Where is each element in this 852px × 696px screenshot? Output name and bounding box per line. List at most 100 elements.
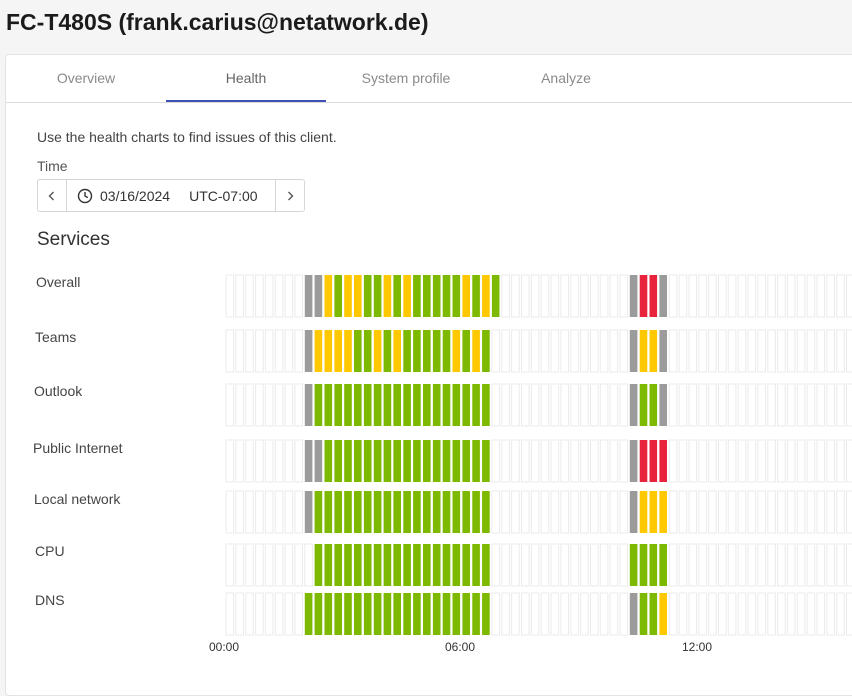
health-cell[interactable] — [374, 384, 382, 426]
health-cell[interactable] — [384, 544, 392, 586]
health-cell[interactable] — [393, 440, 401, 482]
health-cell[interactable] — [374, 440, 382, 482]
health-cell[interactable] — [305, 275, 313, 317]
health-cell[interactable] — [640, 544, 648, 586]
health-cell[interactable] — [354, 593, 362, 635]
health-cell[interactable] — [384, 330, 392, 372]
health-cell[interactable] — [630, 275, 638, 317]
health-cell[interactable] — [413, 384, 421, 426]
health-cell[interactable] — [640, 491, 648, 533]
health-cell[interactable] — [403, 440, 411, 482]
health-cell[interactable] — [334, 440, 342, 482]
health-cell[interactable] — [344, 330, 352, 372]
health-cell[interactable] — [630, 330, 638, 372]
health-cell[interactable] — [384, 491, 392, 533]
health-cell[interactable] — [334, 384, 342, 426]
health-cell[interactable] — [472, 330, 480, 372]
health-cell[interactable] — [403, 491, 411, 533]
health-cell[interactable] — [640, 593, 648, 635]
health-cell[interactable] — [630, 440, 638, 482]
health-cell[interactable] — [413, 593, 421, 635]
health-cell[interactable] — [472, 275, 480, 317]
health-cell[interactable] — [374, 275, 382, 317]
health-cell[interactable] — [453, 330, 461, 372]
health-cell[interactable] — [630, 384, 638, 426]
health-cell[interactable] — [472, 593, 480, 635]
health-cell[interactable] — [462, 440, 470, 482]
health-cell[interactable] — [364, 330, 372, 372]
health-cell[interactable] — [650, 330, 658, 372]
health-cell[interactable] — [433, 544, 441, 586]
health-cell[interactable] — [374, 491, 382, 533]
health-cell[interactable] — [453, 593, 461, 635]
health-cell[interactable] — [413, 544, 421, 586]
health-cell[interactable] — [393, 275, 401, 317]
health-cell[interactable] — [403, 544, 411, 586]
health-cell[interactable] — [659, 384, 667, 426]
health-cell[interactable] — [344, 593, 352, 635]
health-cell[interactable] — [325, 544, 333, 586]
health-cell[interactable] — [659, 330, 667, 372]
health-cell[interactable] — [315, 593, 323, 635]
health-cell[interactable] — [413, 491, 421, 533]
health-cell[interactable] — [315, 544, 323, 586]
health-cell[interactable] — [315, 275, 323, 317]
health-cell[interactable] — [650, 491, 658, 533]
health-cell[interactable] — [650, 384, 658, 426]
health-cell[interactable] — [374, 593, 382, 635]
health-cell[interactable] — [413, 330, 421, 372]
health-cell[interactable] — [403, 275, 411, 317]
health-cell[interactable] — [650, 275, 658, 317]
health-cell[interactable] — [472, 384, 480, 426]
health-cell[interactable] — [423, 330, 431, 372]
health-cell[interactable] — [650, 440, 658, 482]
health-cell[interactable] — [433, 275, 441, 317]
health-cell[interactable] — [305, 330, 313, 372]
health-cell[interactable] — [393, 491, 401, 533]
health-cell[interactable] — [403, 593, 411, 635]
health-cell[interactable] — [325, 440, 333, 482]
health-cell[interactable] — [413, 275, 421, 317]
health-cell[interactable] — [384, 384, 392, 426]
health-cell[interactable] — [659, 440, 667, 482]
health-cell[interactable] — [462, 544, 470, 586]
health-cell[interactable] — [364, 275, 372, 317]
health-cell[interactable] — [462, 330, 470, 372]
health-cell[interactable] — [443, 330, 451, 372]
health-cell[interactable] — [354, 330, 362, 372]
health-cell[interactable] — [482, 275, 490, 317]
health-cell[interactable] — [482, 330, 490, 372]
health-cell[interactable] — [630, 544, 638, 586]
health-cell[interactable] — [315, 491, 323, 533]
health-cell[interactable] — [659, 491, 667, 533]
health-cell[interactable] — [354, 544, 362, 586]
health-cell[interactable] — [423, 384, 431, 426]
health-cell[interactable] — [453, 384, 461, 426]
health-cell[interactable] — [325, 491, 333, 533]
health-cell[interactable] — [433, 593, 441, 635]
health-cell[interactable] — [640, 384, 648, 426]
health-cell[interactable] — [659, 593, 667, 635]
health-cell[interactable] — [315, 440, 323, 482]
health-cell[interactable] — [334, 330, 342, 372]
health-cell[interactable] — [453, 491, 461, 533]
health-cell[interactable] — [462, 275, 470, 317]
health-cell[interactable] — [453, 544, 461, 586]
health-cell[interactable] — [344, 491, 352, 533]
health-cell[interactable] — [325, 330, 333, 372]
health-cell[interactable] — [453, 440, 461, 482]
health-cell[interactable] — [423, 544, 431, 586]
health-cell[interactable] — [364, 491, 372, 533]
health-cell[interactable] — [650, 544, 658, 586]
health-cell[interactable] — [315, 384, 323, 426]
health-cell[interactable] — [403, 330, 411, 372]
health-cell[interactable] — [443, 384, 451, 426]
health-cell[interactable] — [640, 440, 648, 482]
health-cell[interactable] — [384, 593, 392, 635]
health-cell[interactable] — [443, 275, 451, 317]
health-cell[interactable] — [325, 384, 333, 426]
health-cell[interactable] — [423, 593, 431, 635]
health-cell[interactable] — [334, 491, 342, 533]
health-cell[interactable] — [354, 275, 362, 317]
health-cell[interactable] — [472, 440, 480, 482]
